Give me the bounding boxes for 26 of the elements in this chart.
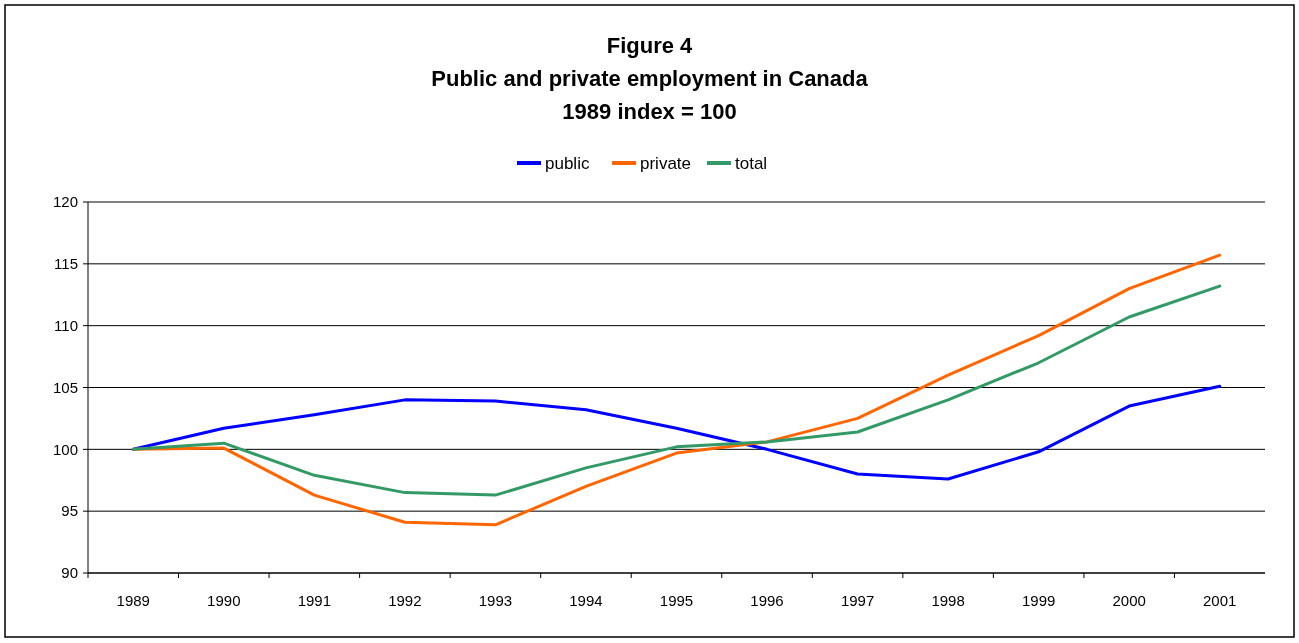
line-series <box>131 284 1222 497</box>
y-tick-label: 90 <box>61 564 78 582</box>
legend-label: public <box>545 153 590 173</box>
x-tick-label: 1992 <box>388 592 422 609</box>
x-tick-label: 1993 <box>478 592 513 609</box>
x-tick-label: 1994 <box>569 592 603 609</box>
y-tick-label: 100 <box>52 440 78 458</box>
chart-title: Figure 4 Public and private employment in Canada 1989 index = 100 <box>431 33 869 124</box>
x-tick-label: 1995 <box>659 592 694 609</box>
x-tick-label: 1998 <box>931 592 965 609</box>
y-tick-label: 95 <box>61 502 78 520</box>
legend-label: total <box>735 153 768 173</box>
x-tick-label: 1999 <box>1021 592 1056 609</box>
x-tick-label: 1990 <box>207 592 241 609</box>
y-tick-label: 105 <box>52 378 78 396</box>
x-tick-label: 1996 <box>750 592 784 609</box>
x-tick-label: 2001 <box>1203 592 1237 609</box>
x-tick-label: 1989 <box>116 592 150 609</box>
y-tick-label: 120 <box>52 193 78 211</box>
x-tick-label: 1997 <box>840 592 875 609</box>
x-tick-label: 2000 <box>1112 592 1146 609</box>
line-series <box>131 384 1222 481</box>
x-tick-label: 1991 <box>297 592 332 609</box>
y-tick-label: 110 <box>54 316 78 334</box>
y-tick-label: 115 <box>54 255 78 273</box>
legend-label: private <box>640 153 692 173</box>
